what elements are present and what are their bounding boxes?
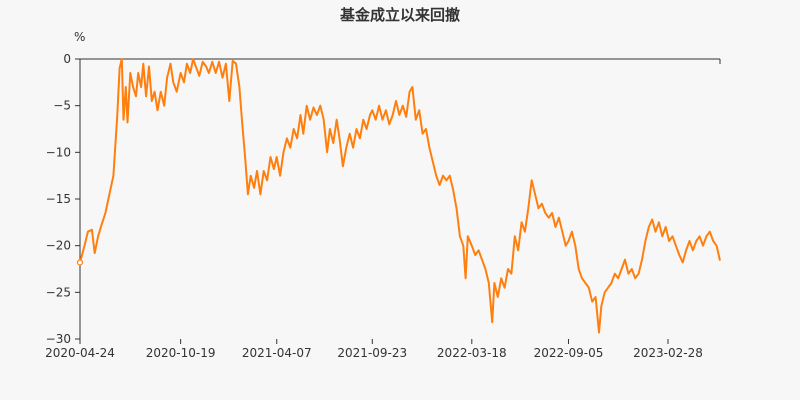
x-tick-label: 2021-09-23	[337, 346, 407, 360]
y-tick-label: −10	[46, 145, 71, 159]
x-tick-label: 2023-02-28	[633, 346, 703, 360]
y-tick-label: −15	[46, 192, 71, 206]
series-layer	[76, 58, 721, 334]
start-point-marker	[76, 259, 84, 266]
drawdown-line	[79, 58, 721, 334]
y-tick-label: −20	[46, 239, 71, 253]
x-tick-label: 2022-09-05	[534, 346, 604, 360]
x-tick-label: 2020-10-19	[146, 346, 216, 360]
x-tick-label: 2021-04-07	[242, 346, 312, 360]
y-tick-label: −25	[46, 285, 71, 299]
y-tick-label: −30	[46, 332, 71, 346]
x-tick-label: 2020-04-24	[45, 346, 115, 360]
y-axis-unit: %	[74, 30, 85, 44]
y-tick-label: −5	[53, 99, 71, 113]
chart-title: 基金成立以来回撤	[339, 6, 460, 24]
y-tick-label: 0	[63, 52, 71, 66]
x-tick-label: 2022-03-18	[437, 346, 507, 360]
